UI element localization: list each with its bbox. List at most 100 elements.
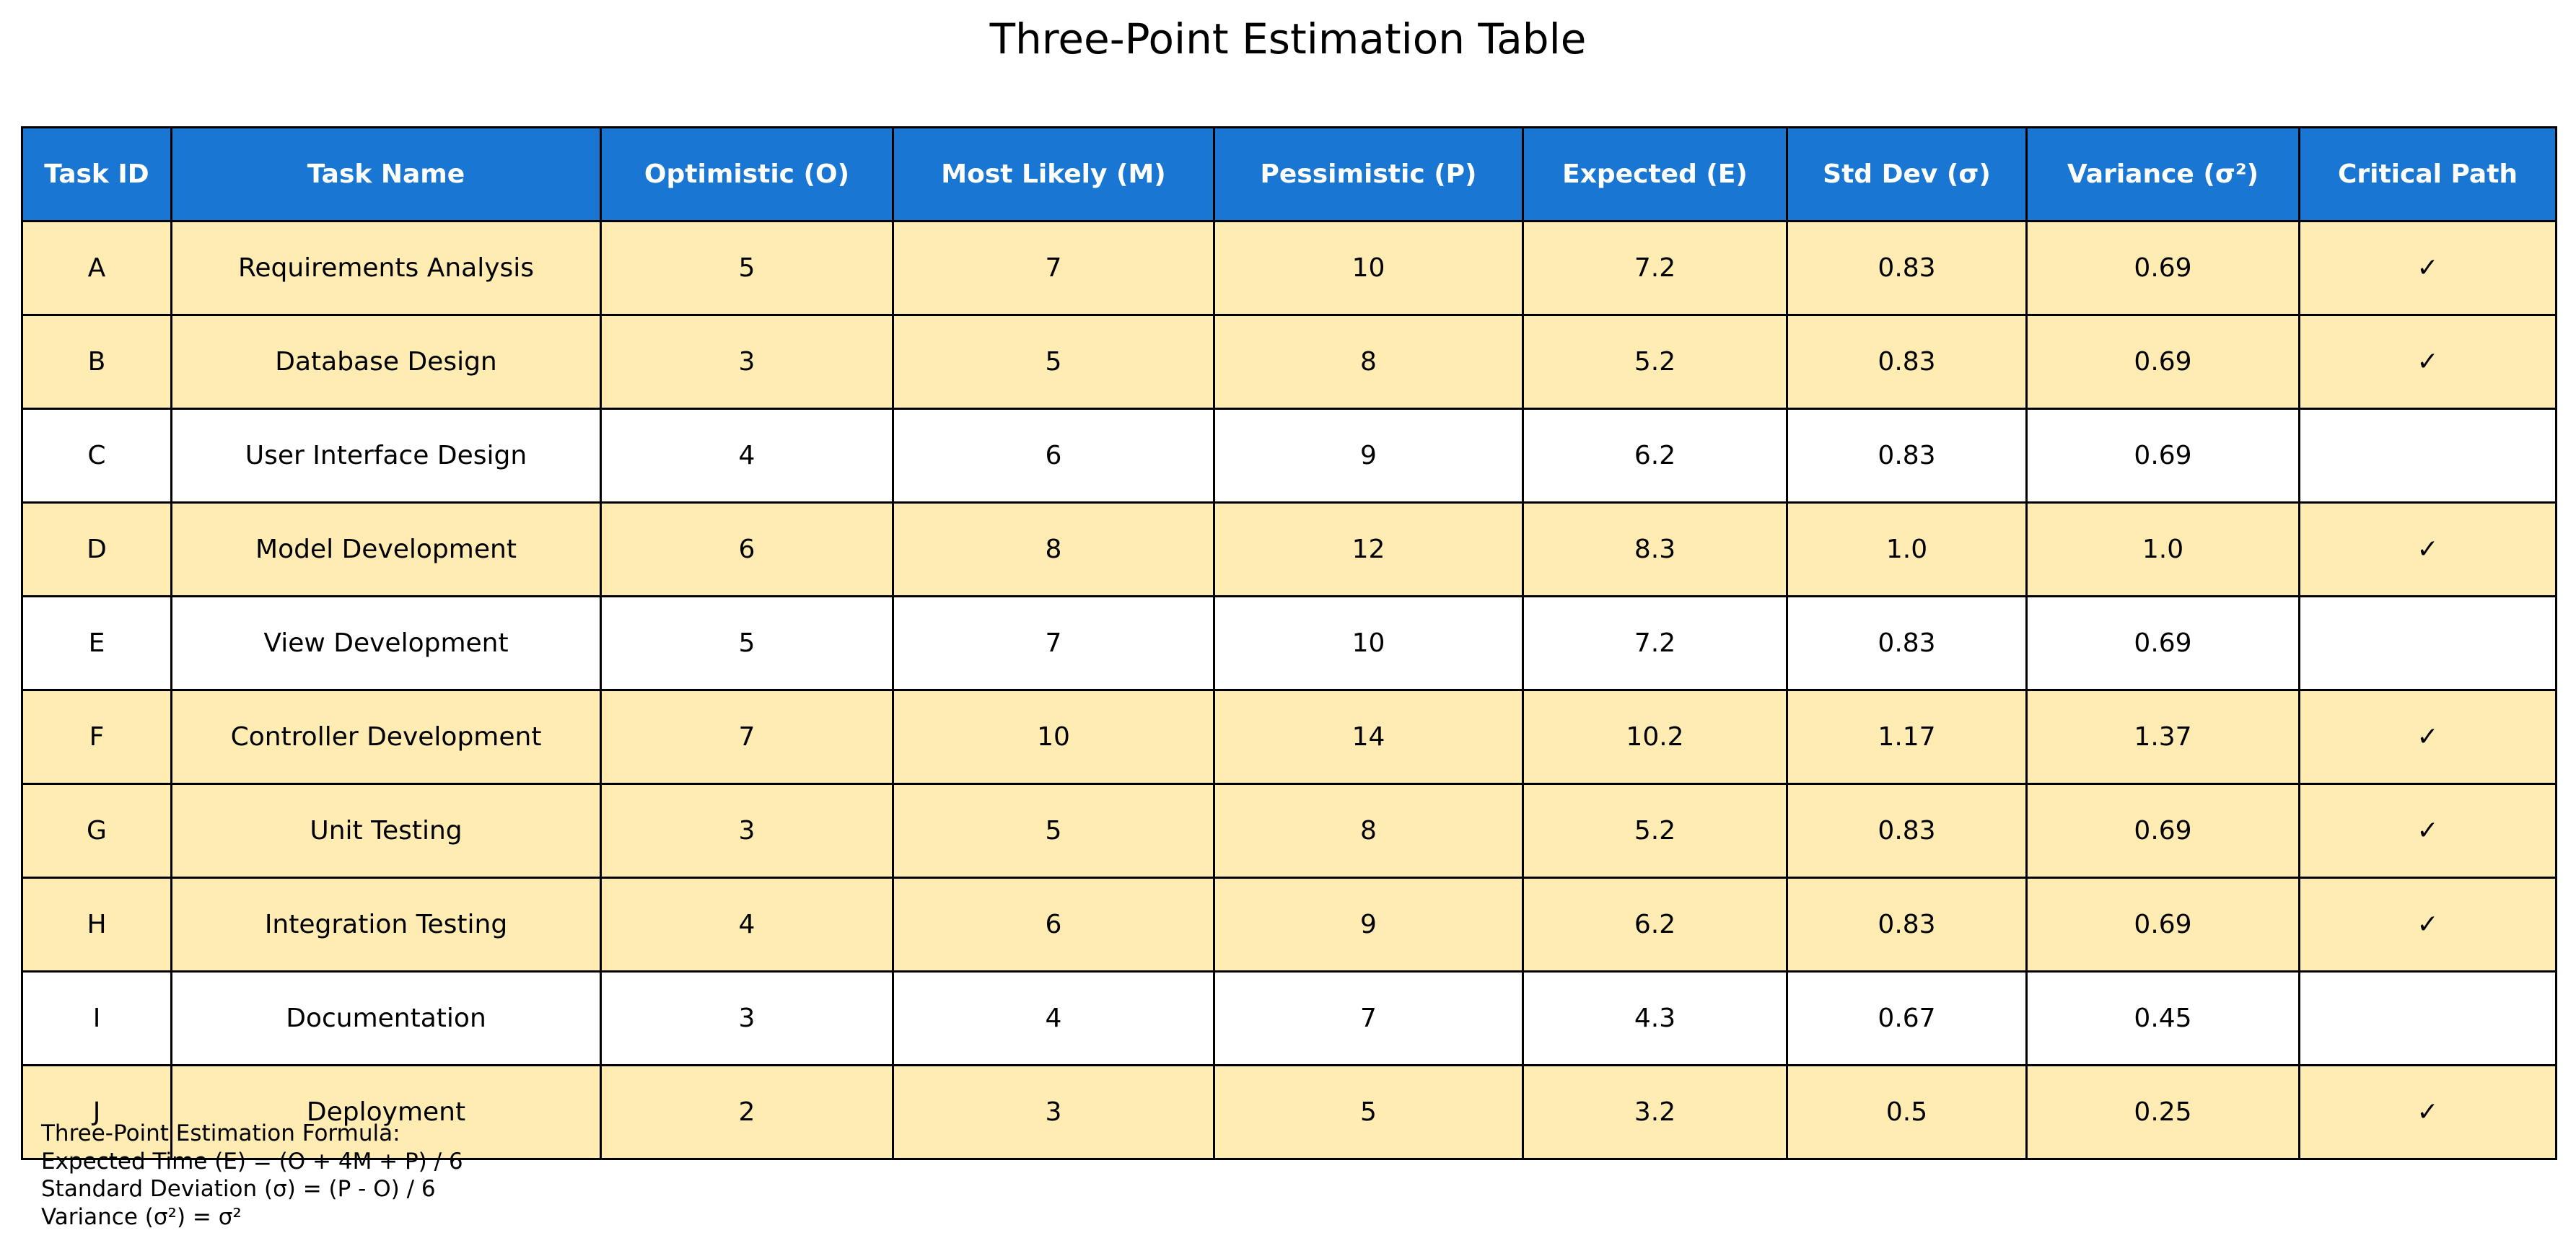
header-pessimistic: Pessimistic (P) <box>1213 126 1524 222</box>
pessimistic-cell: 8 <box>1213 314 1524 410</box>
most-likely-cell: 6 <box>892 408 1215 504</box>
most-likely-cell: 5 <box>892 314 1215 410</box>
task-name-cell: View Development <box>170 595 602 691</box>
variance-cell: 1.0 <box>2025 501 2300 597</box>
critical-path-cell: ✓ <box>2298 783 2557 879</box>
task-name-cell: Documentation <box>170 970 602 1066</box>
formula-line: Standard Deviation (σ) = (P - O) / 6 <box>41 1176 436 1202</box>
critical-path-cell: ✓ <box>2298 314 2557 410</box>
task-name-cell: Model Development <box>170 501 602 597</box>
task-name-cell: Controller Development <box>170 689 602 785</box>
table-row: F Controller Development 7 10 14 10.2 1.17 1.37… <box>21 689 2557 785</box>
optimistic-cell: 6 <box>600 501 894 597</box>
task-name-cell: User Interface Design <box>170 408 602 504</box>
pessimistic-cell: 14 <box>1213 689 1524 785</box>
std-dev-cell: 0.67 <box>1786 970 2028 1066</box>
pessimistic-cell: 7 <box>1213 970 1524 1066</box>
critical-path-cell <box>2298 595 2557 691</box>
expected-cell: 7.2 <box>1522 220 1788 316</box>
most-likely-cell: 7 <box>892 595 1215 691</box>
header-variance: Variance (σ²) <box>2025 126 2300 222</box>
optimistic-cell: 3 <box>600 783 894 879</box>
variance-cell: 0.69 <box>2025 408 2300 504</box>
pessimistic-cell: 9 <box>1213 877 1524 973</box>
task-name-cell: Requirements Analysis <box>170 220 602 316</box>
std-dev-cell: 0.83 <box>1786 408 2028 504</box>
critical-path-cell: ✓ <box>2298 689 2557 785</box>
variance-cell: 0.25 <box>2025 1064 2300 1160</box>
std-dev-cell: 0.83 <box>1786 783 2028 879</box>
table-row: G Unit Testing 3 5 8 5.2 0.83 0.69 ✓ <box>21 783 2557 879</box>
critical-path-cell: ✓ <box>2298 1064 2557 1160</box>
task-id-cell: C <box>21 408 172 504</box>
table-row: B Database Design 3 5 8 5.2 0.83 0.69 ✓ <box>21 314 2557 410</box>
pessimistic-cell: 10 <box>1213 595 1524 691</box>
task-id-cell: B <box>21 314 172 410</box>
critical-path-cell: ✓ <box>2298 220 2557 316</box>
expected-cell: 3.2 <box>1522 1064 1788 1160</box>
header-task-id: Task ID <box>21 126 172 222</box>
most-likely-cell: 5 <box>892 783 1215 879</box>
std-dev-cell: 1.17 <box>1786 689 2028 785</box>
most-likely-cell: 4 <box>892 970 1215 1066</box>
optimistic-cell: 4 <box>600 408 894 504</box>
critical-path-cell <box>2298 408 2557 504</box>
task-id-cell: G <box>21 783 172 879</box>
optimistic-cell: 3 <box>600 970 894 1066</box>
formula-line: Variance (σ²) = σ² <box>41 1203 242 1230</box>
estimation-table: Task ID Task Name Optimistic (O) Most Li… <box>21 126 2557 1160</box>
critical-path-cell <box>2298 970 2557 1066</box>
expected-cell: 7.2 <box>1522 595 1788 691</box>
task-id-cell: J <box>21 1064 172 1160</box>
most-likely-cell: 7 <box>892 220 1215 316</box>
variance-cell: 0.69 <box>2025 314 2300 410</box>
pessimistic-cell: 10 <box>1213 220 1524 316</box>
variance-cell: 0.45 <box>2025 970 2300 1066</box>
expected-cell: 6.2 <box>1522 408 1788 504</box>
variance-cell: 0.69 <box>2025 783 2300 879</box>
header-most-likely: Most Likely (M) <box>892 126 1215 222</box>
formula-annotation: Three-Point Estimation Formula: Expected … <box>41 1120 463 1231</box>
pessimistic-cell: 9 <box>1213 408 1524 504</box>
critical-path-cell: ✓ <box>2298 877 2557 973</box>
table-row: I Documentation 3 4 7 4.3 0.67 0.45 <box>21 970 2557 1066</box>
expected-cell: 10.2 <box>1522 689 1788 785</box>
optimistic-cell: 3 <box>600 314 894 410</box>
task-id-cell: I <box>21 970 172 1066</box>
pessimistic-cell: 5 <box>1213 1064 1524 1160</box>
table-row: H Integration Testing 4 6 9 6.2 0.83 0.69 ✓ <box>21 877 2557 973</box>
table-row: C User Interface Design 4 6 9 6.2 0.83 0.69 <box>21 408 2557 504</box>
header-expected: Expected (E) <box>1522 126 1788 222</box>
variance-cell: 0.69 <box>2025 877 2300 973</box>
std-dev-cell: 0.5 <box>1786 1064 2028 1160</box>
table-row: J Deployment 2 3 5 3.2 0.5 0.25 ✓ <box>21 1064 2557 1160</box>
table-body: A Requirements Analysis 5 7 10 7.2 0.83 0.69 ✓ B D… <box>21 220 2557 1160</box>
pessimistic-cell: 8 <box>1213 783 1524 879</box>
table-row: E View Development 5 7 10 7.2 0.83 0.69 <box>21 595 2557 691</box>
expected-cell: 5.2 <box>1522 783 1788 879</box>
table-title: Three-Point Estimation Table <box>989 14 1587 63</box>
task-id-cell: A <box>21 220 172 316</box>
header-row: Task ID Task Name Optimistic (O) Most Li… <box>21 126 2557 222</box>
task-name-cell: Database Design <box>170 314 602 410</box>
most-likely-cell: 8 <box>892 501 1215 597</box>
task-name-cell: Unit Testing <box>170 783 602 879</box>
task-id-cell: H <box>21 877 172 973</box>
std-dev-cell: 1.0 <box>1786 501 2028 597</box>
task-id-cell: F <box>21 689 172 785</box>
optimistic-cell: 5 <box>600 595 894 691</box>
task-id-cell: E <box>21 595 172 691</box>
pessimistic-cell: 12 <box>1213 501 1524 597</box>
most-likely-cell: 10 <box>892 689 1215 785</box>
header-optimistic: Optimistic (O) <box>600 126 894 222</box>
table-row: D Model Development 6 8 12 8.3 1.0 1.0 ✓ <box>21 501 2557 597</box>
table-row: A Requirements Analysis 5 7 10 7.2 0.83 0.69 ✓ <box>21 220 2557 316</box>
variance-cell: 0.69 <box>2025 595 2300 691</box>
optimistic-cell: 4 <box>600 877 894 973</box>
optimistic-cell: 2 <box>600 1064 894 1160</box>
task-id-cell: D <box>21 501 172 597</box>
header-std-dev: Std Dev (σ) <box>1786 126 2028 222</box>
header-critical-path: Critical Path <box>2298 126 2557 222</box>
expected-cell: 5.2 <box>1522 314 1788 410</box>
critical-path-cell: ✓ <box>2298 501 2557 597</box>
